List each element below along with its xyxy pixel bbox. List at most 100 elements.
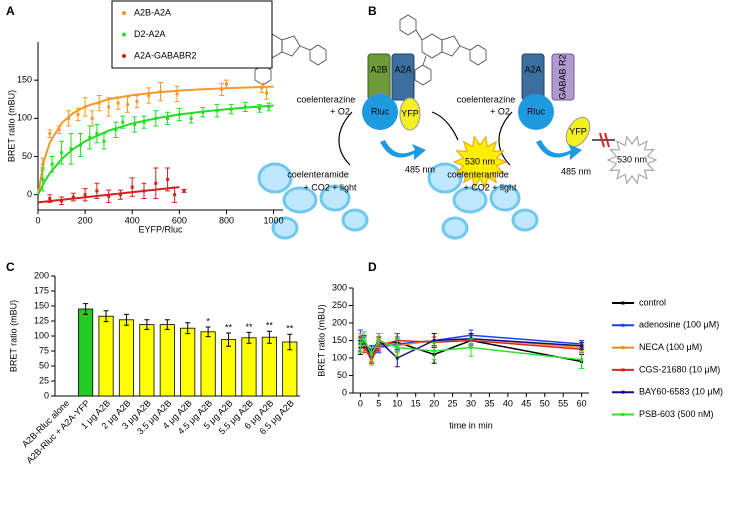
point: [67, 116, 71, 120]
diagram-text: coelenterazine: [457, 94, 516, 104]
legend-marker: [621, 390, 625, 394]
diagram-text: + CO2 + light: [463, 182, 517, 192]
bar: [220, 339, 237, 397]
x-tick-label: 35: [484, 398, 494, 408]
donor: [362, 94, 398, 130]
point: [95, 189, 99, 193]
point: [147, 93, 151, 97]
error-bar: [164, 319, 170, 330]
bar: [241, 337, 257, 397]
receptor: [391, 53, 415, 101]
diagram: A2B A2A Rluc YFP coelenterazine + O2 coe…: [239, 14, 658, 240]
point: [57, 128, 61, 132]
y-axis-label: BRET ratio (mBU): [6, 90, 16, 162]
legend-label: CGS-21680 (10 μM): [639, 364, 720, 374]
receptor-label: A2A: [394, 64, 411, 74]
point: [469, 346, 473, 349]
significance: **: [266, 321, 274, 331]
point: [224, 82, 228, 86]
receptor-label: A2B: [370, 64, 387, 74]
y-tick-label: 50: [39, 360, 49, 370]
x-tick-label: 45: [521, 398, 531, 408]
y-tick-label: 125: [34, 315, 49, 325]
point: [97, 101, 101, 105]
point: [76, 113, 80, 117]
acceptor-label: YFP: [401, 108, 419, 118]
point: [175, 92, 179, 96]
point: [395, 346, 399, 349]
error-bar: [287, 333, 293, 351]
point: [121, 120, 125, 124]
x-tick-label: 25: [448, 398, 458, 408]
x-tick-label: 20: [429, 398, 439, 408]
point: [88, 135, 92, 139]
error-bar: [83, 303, 89, 315]
point: [60, 151, 64, 155]
glowing-product: [257, 162, 539, 240]
point: [173, 193, 177, 197]
x-tick-label: 1000: [264, 215, 284, 225]
legend-label: control: [639, 297, 666, 307]
y-tick-label: 0: [44, 390, 49, 400]
point: [142, 120, 146, 124]
bar: [98, 315, 114, 397]
point: [395, 356, 399, 360]
point: [257, 106, 261, 110]
point: [71, 195, 75, 199]
diagram-text: coelenteramide: [447, 169, 509, 179]
point: [41, 177, 45, 181]
diagram-text: 485 nm: [405, 164, 435, 174]
point: [48, 197, 52, 201]
legend-label: NECA (100 μM): [639, 342, 702, 352]
error-bar: [185, 322, 191, 335]
bar: [78, 308, 94, 397]
point: [432, 349, 436, 353]
significance: *: [206, 316, 210, 326]
x-tick-label: 50: [540, 398, 550, 408]
x-tick-label: 55: [558, 398, 568, 408]
point: [41, 162, 45, 166]
legend-marker: [122, 32, 126, 37]
diagram-text: 485 nm: [561, 166, 591, 176]
point: [229, 107, 233, 111]
legend-label: BAY60-6583 (10 μM): [639, 387, 723, 397]
point: [133, 122, 137, 126]
emission-arrow: [431, 111, 459, 141]
receptor: [367, 53, 391, 101]
y-tick-label: 250: [332, 300, 347, 310]
legend-label: A2B-A2A: [134, 7, 171, 17]
point: [154, 116, 158, 120]
x-tick-label: 5: [376, 398, 381, 408]
bar: [118, 319, 135, 397]
point: [95, 132, 99, 136]
point: [60, 199, 64, 203]
y-tick-label: 150: [332, 335, 347, 345]
bar: [159, 324, 175, 397]
y-tick-label: 100: [34, 330, 49, 340]
y-tick-label: 50: [22, 151, 32, 161]
y-axis-label: BRET ratio (mBU): [316, 304, 326, 376]
bar: [180, 327, 196, 397]
emission-burst: [606, 135, 658, 185]
legend-marker: [621, 413, 625, 416]
x-axis-label: EYFP/Rluc: [138, 224, 183, 234]
legend-box: [111, 0, 273, 69]
transfer-arrow: [536, 140, 582, 160]
diagram-text: coelenteramide: [287, 169, 349, 179]
acceptor-label: YFP: [569, 126, 587, 136]
y-tick-label: 100: [17, 113, 32, 123]
point: [118, 193, 122, 197]
diagram-text: + O2: [490, 106, 510, 116]
y-tick-label: 25: [39, 375, 49, 385]
bar: [200, 331, 216, 397]
point: [83, 105, 87, 109]
point: [83, 193, 87, 197]
point: [358, 344, 362, 348]
y-tick-label: 300: [332, 282, 347, 292]
point: [114, 128, 118, 132]
significance: **: [225, 322, 233, 332]
y-tick-label: 150: [34, 300, 49, 310]
panel-label: D: [368, 260, 377, 274]
point: [69, 147, 73, 151]
